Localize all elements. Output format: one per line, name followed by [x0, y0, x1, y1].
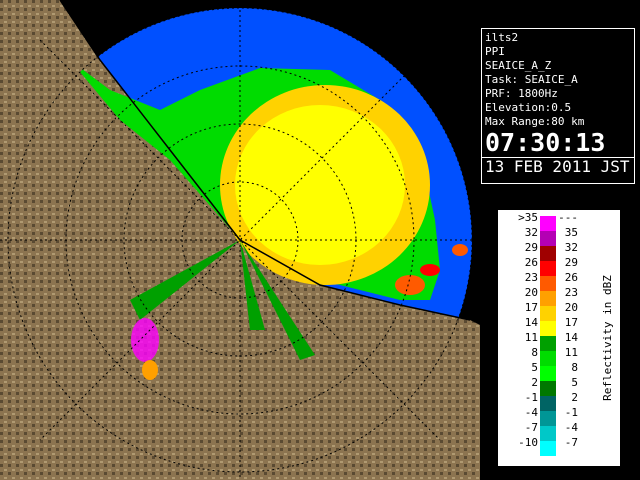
legend-swatch	[540, 261, 556, 276]
legend-swatch	[540, 396, 556, 411]
legend-low: 26	[525, 256, 538, 269]
legend-low: 11	[525, 331, 538, 344]
legend-high: 11	[565, 346, 578, 359]
echoes	[70, 60, 468, 380]
info-line: ilts2	[485, 31, 519, 44]
legend-swatch	[540, 246, 556, 261]
legend-high: -1	[565, 406, 578, 419]
coastline	[59, 0, 471, 321]
legend-low: -1	[525, 391, 538, 404]
legend-low: 8	[531, 346, 538, 359]
date-text: 13 FEB 2011 JST	[482, 157, 634, 176]
legend-swatch	[540, 441, 556, 456]
legend-swatch	[540, 351, 556, 366]
legend-low: 14	[525, 316, 539, 329]
legend-low: 5	[531, 361, 538, 374]
legend-svg: >35 --- 32 35 29 32 26 29 23 26 20 23 17 20 14 17 11 14 8 1…	[518, 211, 614, 456]
legend-high: 32	[565, 241, 578, 254]
radar-map	[0, 0, 480, 480]
info-panel: ilts2 PPI SEAICE_A_Z Task: SEAICE_A PRF: 180…	[481, 28, 635, 184]
big-text: 07:30:13	[485, 128, 606, 157]
legend-low: -10	[518, 436, 538, 449]
legend-high: -7	[565, 436, 578, 449]
legend-high: 8	[571, 361, 578, 374]
legend-high: 14	[565, 331, 579, 344]
legend-high: 5	[571, 376, 578, 389]
legend-high: 17	[565, 316, 578, 329]
legend: >35 --- 32 35 29 32 26 29 23 26 20 23 17 20 14 17 11 14 8 1…	[498, 210, 620, 466]
legend-title: Reflectivity in dBZ	[601, 275, 614, 401]
legend-low: -4	[525, 406, 539, 419]
legend-swatch	[540, 276, 556, 291]
info-line: PPI	[485, 45, 505, 58]
legend-swatch	[540, 306, 556, 321]
legend-high: ---	[558, 211, 578, 224]
info-line: Task: SEAICE_A	[485, 73, 578, 86]
legend-swatch	[540, 321, 556, 336]
legend-high: 26	[565, 271, 578, 284]
legend-low: -7	[525, 421, 538, 434]
legend-high: 35	[565, 226, 578, 239]
legend-low: 32	[525, 226, 538, 239]
legend-low: 20	[525, 286, 538, 299]
legend-low: 23	[525, 271, 538, 284]
legend-high: 23	[565, 286, 578, 299]
info-line: Max Range:80 km	[485, 115, 585, 128]
legend-high: 29	[565, 256, 578, 269]
legend-high: 20	[565, 301, 578, 314]
legend-swatch	[540, 381, 556, 396]
legend-low: 17	[525, 301, 538, 314]
legend-low: 29	[525, 241, 538, 254]
legend-swatch	[540, 411, 556, 426]
legend-swatch	[540, 216, 556, 231]
legend-swatch	[540, 336, 556, 351]
legend-swatch	[540, 231, 556, 246]
legend-high: -4	[565, 421, 579, 434]
info-line: Elevation:0.5	[485, 101, 572, 114]
legend-low: >35	[518, 211, 538, 224]
legend-swatch	[540, 366, 556, 381]
legend-low: 2	[531, 376, 538, 389]
legend-high: 2	[571, 391, 578, 404]
info-line: PRF: 1800Hz	[485, 87, 558, 100]
info-line: SEAICE_A_Z	[485, 59, 552, 72]
legend-swatch	[540, 426, 556, 441]
legend-swatch	[540, 291, 556, 306]
